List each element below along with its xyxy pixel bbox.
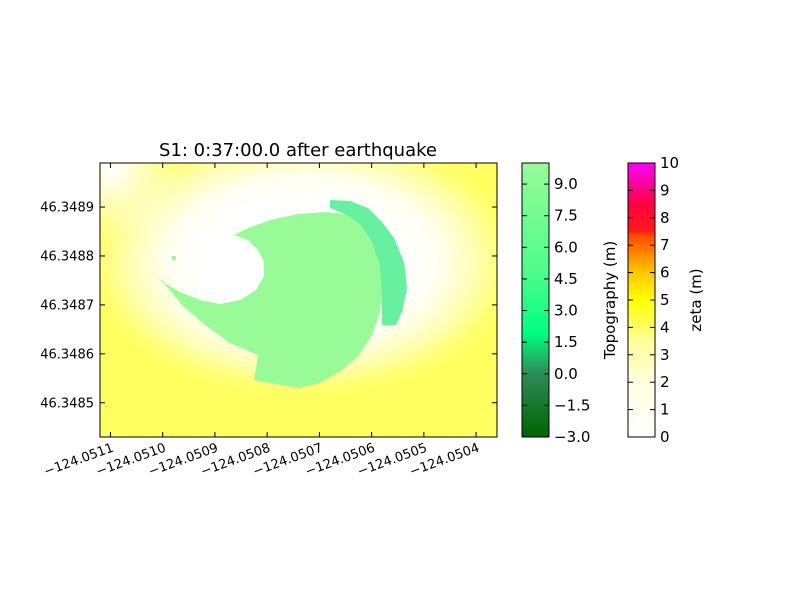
colorbar-tick-label: 6 <box>660 264 670 282</box>
topography-colorbar: −3.0 −1.5 0.0 1.5 3.0 4.5 6.0 7.5 9.0 Topography… <box>521 162 619 446</box>
colorbar-tick-label: 7 <box>660 236 670 254</box>
chart-title: S1: 0:37:00.0 after earthquake <box>159 140 437 161</box>
topography-colorbar-ticks: −3.0 −1.5 0.0 1.5 3.0 4.5 6.0 7.5 9.0 <box>522 175 590 446</box>
colorbar-tick-label: 7.5 <box>554 207 578 225</box>
topography-colorbar-frame <box>521 162 550 438</box>
y-tick-label: 46.3486 <box>40 347 94 362</box>
water-corner-highlight <box>100 163 220 243</box>
y-tick-label: 46.3485 <box>40 396 94 411</box>
y-tick-label: 46.3488 <box>40 249 94 264</box>
y-tick-label: 46.3487 <box>40 298 94 313</box>
colorbar-tick-label: 9.0 <box>554 175 578 193</box>
land-ridge <box>330 200 407 325</box>
colorbar-tick-label: −3.0 <box>554 428 590 446</box>
y-axis: 46.3485 46.3486 46.3487 46.3488 46.3489 <box>40 201 497 411</box>
land-island <box>156 212 382 388</box>
topography-colorbar-fill <box>522 163 549 437</box>
colorbar-tick-label: 0 <box>660 428 670 446</box>
colorbar-tick-label: 3.0 <box>554 302 578 320</box>
colorbar-tick-label: 8 <box>660 209 670 227</box>
colorbar-tick-label: 2 <box>660 373 670 391</box>
topography-colorbar-label: Topography (m) <box>601 241 619 360</box>
colorbar-tick-label: 4.5 <box>554 270 578 288</box>
colorbar-tick-label: −1.5 <box>554 396 590 414</box>
zeta-colorbar-ticks: 0 1 2 3 4 5 6 7 8 9 10 <box>628 154 679 446</box>
colorbar-tick-label: 5 <box>660 291 670 309</box>
zeta-colorbar-label: zeta (m) <box>687 268 705 331</box>
colorbar-tick-label: 6.0 <box>554 238 578 256</box>
plot-frame <box>99 162 498 438</box>
colorbar-tick-label: 10 <box>660 154 679 172</box>
plot-area <box>100 163 497 437</box>
colorbar-tick-label: 4 <box>660 318 670 336</box>
colorbar-tick-label: 9 <box>660 181 670 199</box>
zeta-colorbar: 0 1 2 3 4 5 6 7 8 9 10 zeta (m) <box>627 154 705 446</box>
colorbar-tick-label: 1.5 <box>554 333 578 351</box>
land-speck <box>172 256 176 260</box>
colorbar-tick-label: 0.0 <box>554 365 578 383</box>
y-tick-label: 46.3489 <box>40 201 94 216</box>
colorbar-tick-label: 3 <box>660 346 670 364</box>
colorbar-tick-label: 1 <box>660 401 670 419</box>
